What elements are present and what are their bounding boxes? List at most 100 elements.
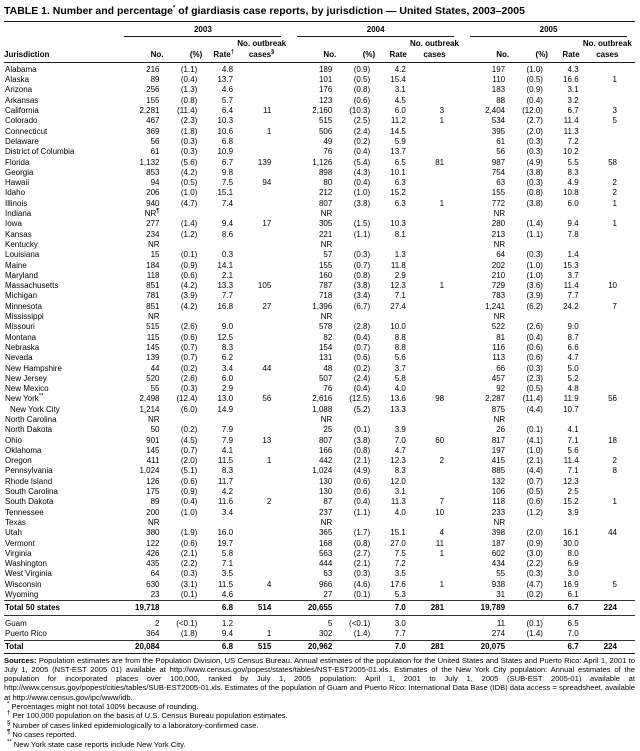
cell-2004-ob bbox=[407, 466, 462, 476]
cell-2005-num: 26 bbox=[496, 425, 506, 435]
cell-2003-pct bbox=[164, 415, 203, 425]
cell-2004-pct: (0.8) bbox=[353, 270, 371, 280]
col-2005-outbreak: No. outbreak cases bbox=[582, 39, 632, 59]
jurisdiction-cell: Michigan bbox=[5, 291, 38, 301]
cell-2003-rate: 8.3 bbox=[221, 342, 234, 352]
cell-2004-ob: 1 bbox=[439, 579, 445, 589]
jurisdiction-cell: Guam bbox=[5, 619, 27, 629]
cell-2003-rate: 16.8 bbox=[217, 301, 234, 311]
cell-2005-rate: 15.2 bbox=[563, 497, 579, 507]
cell-2003-ob bbox=[234, 137, 289, 147]
table-row: South Carolina 175 (0.9) 4.2 130 (0.6) 3.1 106 (… bbox=[4, 487, 635, 497]
cell-2004-num: 189 bbox=[318, 64, 333, 74]
cell-2003-num: 940 bbox=[146, 198, 160, 208]
cell-2005-num: 19,789 bbox=[480, 602, 506, 612]
cell-2005-rate: 2.5 bbox=[567, 487, 579, 497]
cell-2004-rate: 14.5 bbox=[390, 126, 406, 136]
cell-2005-rate: 11.4 bbox=[563, 116, 579, 126]
cell-2004-ob bbox=[407, 559, 462, 569]
cell-2005-pct: (2.0) bbox=[526, 528, 543, 538]
cell-2005-num: 197 bbox=[491, 445, 506, 455]
cell-2004-rate: 8.3 bbox=[394, 466, 406, 476]
footnote-rate: † Per 100,000 population on the basis of… bbox=[7, 710, 288, 721]
cell-2004-num: 5 bbox=[327, 619, 333, 629]
cell-2004-pct: (0.3) bbox=[353, 250, 371, 260]
cell-2004-rate: 15.2 bbox=[390, 188, 406, 198]
cell-2005-pct: (0.3) bbox=[526, 363, 543, 373]
cell-2004-num: 237 bbox=[318, 507, 333, 517]
cell-2003-pct bbox=[164, 640, 203, 653]
cell-2004-ob bbox=[407, 569, 462, 579]
cell-2003-ob: 94 bbox=[262, 178, 272, 188]
cell-2004-num: 27 bbox=[323, 590, 333, 600]
table-body: Alabama 216 (1.1) 4.8 189 (0.9) 4.2 197 (1.0) 4.3… bbox=[4, 62, 635, 654]
cell-2003-num: 115 bbox=[146, 332, 160, 342]
cell-2005-ob bbox=[580, 425, 635, 435]
cell-2004-num: 1,396 bbox=[312, 301, 333, 311]
cell-2004-rate: 3.0 bbox=[394, 619, 406, 629]
cell-2004-ob bbox=[407, 446, 462, 456]
cell-2005-num: 210 bbox=[491, 270, 506, 280]
year-header-spacer bbox=[4, 23, 116, 37]
col-2004-outbreak: No. outbreak cases bbox=[410, 39, 459, 59]
cell-2003-num: 126 bbox=[146, 476, 160, 486]
cell-2003-rate: 16.0 bbox=[217, 528, 234, 538]
jurisdiction-cell: Idaho bbox=[5, 188, 26, 198]
cell-2003-rate bbox=[202, 312, 234, 322]
cell-2004-ob: 4 bbox=[439, 528, 445, 538]
cell-2005-rate: 7.2 bbox=[567, 136, 579, 146]
cell-2003-pct: (0.6) bbox=[180, 476, 198, 486]
cell-2004-rate bbox=[375, 518, 407, 528]
cell-2005-ob: 2 bbox=[612, 456, 617, 466]
cell-2004-pct: (1.1) bbox=[353, 507, 371, 517]
cell-2003-ob bbox=[234, 322, 289, 332]
cell-2005-num: 113 bbox=[492, 353, 506, 363]
cell-2003-num: 369 bbox=[146, 126, 160, 136]
table-row: New York City 1,214 (6.0) 14.9 1,088 (5.2) 13.… bbox=[4, 405, 635, 415]
cell-2004-ob bbox=[407, 364, 462, 374]
cell-2005-num: 522 bbox=[491, 322, 506, 332]
cell-2004-rate: 5.3 bbox=[394, 590, 406, 600]
jurisdiction-cell: Washington bbox=[5, 559, 47, 569]
cell-2005-ob: 1 bbox=[612, 497, 617, 507]
cell-2003-rate: 5.7 bbox=[221, 95, 234, 105]
footnote-rounding: * Percentages might not total 100% becau… bbox=[7, 701, 199, 711]
cell-2005-ob: 224 bbox=[603, 602, 617, 612]
cell-2005-rate: 15.3 bbox=[563, 260, 579, 270]
cell-2003-ob bbox=[234, 271, 289, 281]
table-row: Tennessee 200 (1.0) 3.4 237 (1.1) 4.0 10 233 (1.2… bbox=[4, 508, 635, 518]
cell-2004-num: 166 bbox=[318, 445, 333, 455]
cell-2003-rate: 8.3 bbox=[221, 466, 234, 476]
cell-2004-pct: (0.5) bbox=[353, 75, 371, 85]
jurisdiction-cell: Texas bbox=[5, 517, 26, 527]
cell-2004-rate: 13.3 bbox=[390, 404, 406, 414]
cell-2004-pct: (0.6) bbox=[353, 95, 371, 105]
cell-2004-pct: (0.4) bbox=[353, 497, 371, 507]
cell-2005-rate: 3.7 bbox=[567, 270, 579, 280]
cell-2005-ob bbox=[580, 539, 635, 549]
cell-2004-pct: (0.6) bbox=[353, 476, 371, 486]
cell-2004-num: 563 bbox=[318, 548, 333, 558]
cell-2003-rate: 13.7 bbox=[217, 75, 234, 85]
cell-2004-ob bbox=[407, 590, 462, 601]
cell-2003-pct: (0.6) bbox=[180, 538, 198, 548]
cell-2005-num: 398 bbox=[491, 528, 506, 538]
cell-2003-ob bbox=[234, 539, 289, 549]
cell-2003-ob bbox=[234, 590, 289, 601]
cell-2003-pct: (1.2) bbox=[180, 229, 198, 239]
jurisdiction-cell: Maryland bbox=[5, 270, 38, 280]
table-row: Iowa 277 (1.4) 9.4 17 305 (1.5) 10.3 280 (1.4) 9.4… bbox=[4, 219, 635, 229]
cell-2005-ob bbox=[580, 96, 635, 106]
cell-2005-num: 155 bbox=[491, 188, 506, 198]
cell-2003-num: 175 bbox=[146, 487, 160, 497]
cell-2005-pct: (1.4) bbox=[526, 629, 543, 639]
cell-2003-num: 853 bbox=[146, 167, 160, 177]
cell-2004-ob: 98 bbox=[435, 394, 445, 404]
cell-2003-ob bbox=[234, 518, 289, 528]
cell-2005-pct: (3.6) bbox=[526, 281, 543, 291]
cell-2003-rate: 3.4 bbox=[221, 363, 234, 373]
cell-2003-num: 20,084 bbox=[135, 642, 160, 652]
cell-2004-num: 1,088 bbox=[312, 404, 333, 414]
cell-2004-num: 807 bbox=[318, 435, 333, 445]
cell-2003-rate: 9.4 bbox=[221, 629, 234, 639]
